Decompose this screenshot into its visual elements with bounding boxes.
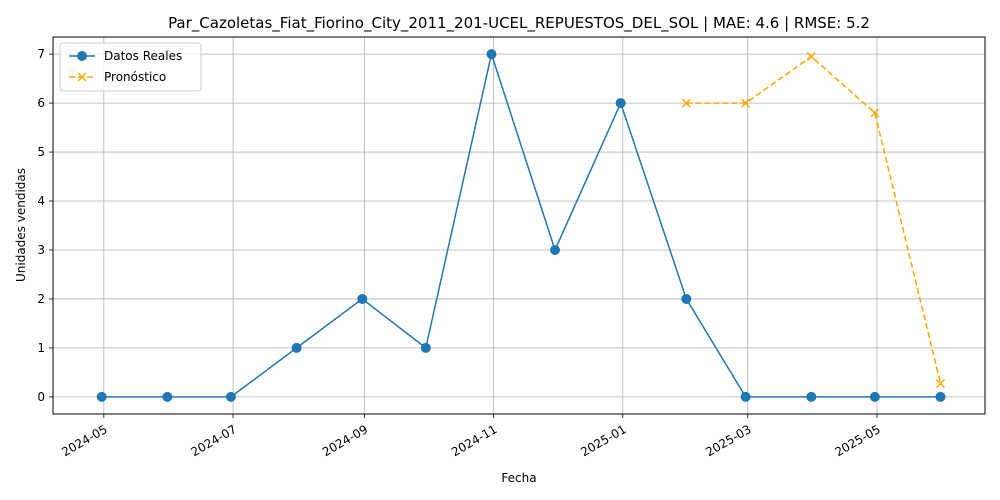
legend-box [59, 42, 202, 92]
y-axis-ticks: 0 1 2 3 4 5 6 7 [37, 47, 53, 404]
y-tick-label: 0 [37, 390, 45, 404]
legend-label: Pronóstico [104, 70, 166, 84]
y-tick-label: 1 [37, 341, 45, 355]
y-axis-label: Unidades vendidas [14, 168, 28, 282]
data-point [869, 391, 880, 402]
y-tick-label: 6 [37, 96, 45, 110]
data-point [225, 391, 236, 402]
data-point [550, 244, 561, 255]
data-point [870, 108, 880, 118]
series-2 [681, 52, 946, 389]
data-point [357, 293, 368, 304]
data-point [740, 391, 751, 402]
data-point [486, 49, 497, 60]
data-point [806, 52, 816, 62]
y-tick-label: 2 [37, 292, 45, 306]
data-point [806, 391, 817, 402]
y-tick-label: 7 [37, 47, 45, 61]
legend-marker [77, 72, 87, 82]
y-tick-label: 3 [37, 243, 45, 257]
data-point [935, 391, 946, 402]
data-point [96, 391, 107, 402]
data-point [291, 342, 302, 353]
data-point [936, 379, 946, 389]
data-point [162, 391, 173, 402]
legend-marker [77, 51, 87, 61]
series-line [101, 51, 941, 398]
plot-frame [52, 36, 986, 415]
series-1 [96, 49, 946, 402]
data-point [741, 98, 751, 108]
chart-title: Par_Cazoletas_Fiat_Fiorino_City_2011_201… [168, 14, 870, 33]
data-point [615, 98, 626, 109]
legend: Datos Reales Pronóstico [59, 42, 202, 92]
data-point [420, 342, 431, 353]
y-tick-label: 5 [37, 145, 45, 159]
legend-label: Datos Reales [104, 49, 182, 63]
y-tick-label: 4 [37, 194, 45, 208]
x-axis-label: Fecha [501, 471, 536, 485]
data-point [681, 293, 692, 304]
data-point [681, 98, 691, 108]
series-layer [96, 49, 946, 402]
